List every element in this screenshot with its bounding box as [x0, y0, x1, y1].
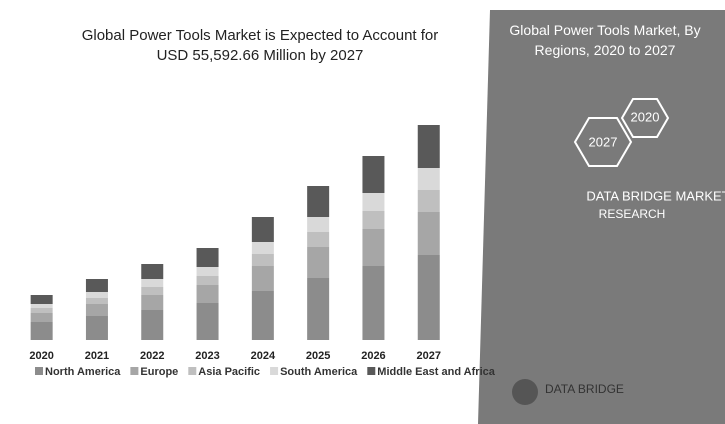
bar-segment — [141, 264, 164, 279]
bar-segment — [362, 193, 385, 211]
legend-swatch — [35, 367, 43, 375]
x-tick-label: 2025 — [306, 350, 330, 362]
bar-segment — [417, 168, 440, 190]
hexagon — [573, 117, 633, 167]
bar-segment — [85, 292, 108, 298]
bar-segment — [196, 285, 219, 303]
bar-segment — [85, 304, 108, 316]
x-tick-label: 2024 — [251, 350, 276, 362]
panel-title: Global Power Tools Market, By Regions, 2… — [509, 22, 701, 58]
bar-segment — [417, 190, 440, 212]
bar-segment — [251, 266, 274, 291]
bar-segment — [362, 156, 385, 193]
legend-swatch — [367, 367, 376, 375]
logo-text: DATA BRIDGE — [545, 382, 624, 396]
legend-label: Europe — [140, 366, 178, 378]
x-tick-label: 2020 — [29, 350, 53, 362]
bar-segment — [251, 291, 274, 340]
bar-segment — [196, 248, 219, 267]
x-tick-label: 2027 — [417, 350, 441, 362]
brand-sub: RESEARCH — [599, 207, 666, 221]
bar-segment — [85, 316, 108, 340]
hex-label: 2027 — [589, 134, 618, 149]
x-tick-label: 2023 — [195, 350, 219, 362]
bar-segment — [141, 310, 164, 340]
bar-segment — [30, 308, 53, 313]
bar-segment — [30, 295, 53, 304]
bar-segment — [362, 211, 385, 229]
legend-swatch — [130, 367, 139, 375]
legend-label: Asia Pacific — [198, 366, 260, 378]
logo-icon — [512, 379, 538, 405]
bar-segment — [417, 212, 440, 255]
bar-segment — [417, 255, 440, 340]
bar-segment — [251, 217, 274, 242]
legend-label: Middle East and Africa — [377, 366, 495, 378]
bar-segment — [196, 267, 219, 276]
bar-segment — [417, 125, 440, 168]
bar-segment — [85, 298, 108, 304]
legend-swatch — [188, 367, 197, 375]
bar-segment — [307, 278, 330, 340]
bar-segment — [251, 254, 274, 266]
bar-segment — [362, 229, 385, 266]
bar-segment — [141, 287, 164, 295]
bar-segment — [141, 295, 164, 310]
x-tick-label: 2021 — [85, 350, 109, 362]
bar-segment — [307, 247, 330, 278]
side-panel — [478, 10, 725, 424]
bar-segment — [307, 232, 330, 247]
brand: DATA BRIDGE MARKET — [586, 188, 725, 203]
chart-title: Global Power Tools Market is Expected to… — [81, 27, 439, 64]
legend-label: South America — [280, 366, 358, 378]
bar-segment — [30, 304, 53, 308]
x-tick-label: 2022 — [140, 350, 164, 362]
bar-segment — [251, 242, 274, 254]
bar-segment — [30, 322, 53, 340]
hex-label: 2020 — [631, 109, 660, 124]
legend-swatch — [270, 367, 279, 375]
bar-segment — [141, 279, 164, 287]
bar-segment — [30, 313, 53, 322]
x-tick-label: 2026 — [361, 350, 385, 362]
legend-label: North America — [45, 366, 121, 378]
bar-segment — [196, 303, 219, 340]
bar-segment — [85, 279, 108, 292]
bar-segment — [196, 276, 219, 285]
bar-segment — [362, 266, 385, 340]
bar-segment — [307, 217, 330, 232]
hexagon — [620, 98, 670, 138]
bar-segment — [307, 186, 330, 217]
